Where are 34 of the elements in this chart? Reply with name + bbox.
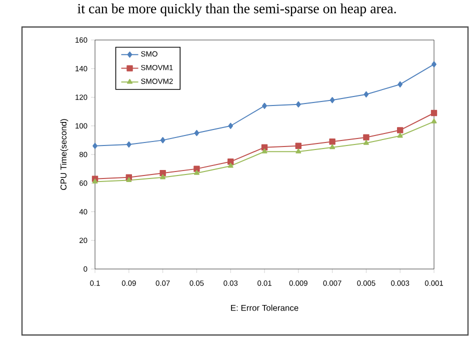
- point: [194, 166, 200, 172]
- point: [262, 102, 267, 109]
- point: [330, 97, 335, 104]
- point: [160, 137, 166, 144]
- point: [296, 101, 301, 108]
- point: [397, 132, 403, 138]
- point: [330, 144, 336, 150]
- point: [92, 142, 98, 150]
- text: it can be more quickly than the semi-sparse on heap area.: [78, 4, 396, 16]
- point: [262, 148, 268, 154]
- y-axis-title: CPU Time(second): [60, 119, 68, 190]
- point: [398, 81, 403, 88]
- point: [364, 91, 369, 98]
- point: [329, 138, 336, 145]
- point: [160, 170, 166, 176]
- point: [194, 170, 200, 175]
- point: [261, 144, 268, 150]
- point: [363, 140, 369, 145]
- point: [126, 177, 132, 182]
- point: [296, 148, 302, 154]
- point: [228, 162, 234, 168]
- point: [431, 118, 437, 124]
- point: [430, 110, 438, 116]
- point: [363, 134, 370, 140]
- point: [397, 127, 404, 134]
- point: [92, 178, 98, 184]
- x-axis-title: E: Error Tolerance: [231, 304, 298, 311]
- point: [228, 158, 234, 165]
- point: [295, 142, 302, 150]
- point: [160, 174, 166, 180]
- point: [432, 61, 436, 68]
- point: [126, 141, 132, 148]
- point: [194, 130, 200, 136]
- point: [228, 122, 234, 129]
